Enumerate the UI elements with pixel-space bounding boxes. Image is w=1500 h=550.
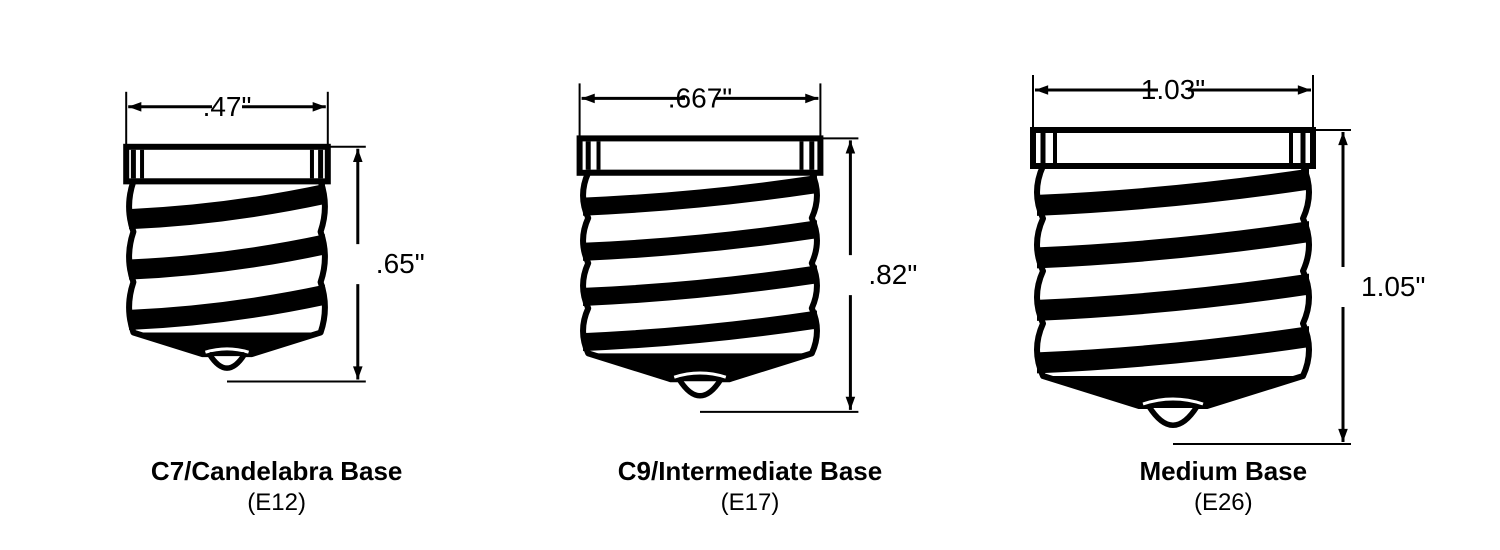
svg-text:.47": .47": [202, 91, 251, 122]
c7-diagram: .47" .65": [57, 30, 497, 450]
c9-title: C9/Intermediate Base: [618, 456, 882, 487]
medium-labels: Medium Base (E26): [1140, 456, 1308, 517]
c9-base-item: .667" .82" C9/Intermediate Base (E17): [530, 30, 970, 517]
c7-title: C7/Candelabra Base: [151, 456, 402, 487]
c9-subtitle: (E17): [618, 489, 882, 517]
medium-svg: 1.03" 1.05": [1003, 30, 1443, 450]
medium-base-item: 1.03" 1.05" Medium Base (E26): [1003, 30, 1443, 517]
medium-diagram: 1.03" 1.05": [1003, 30, 1443, 450]
c9-diagram: .667" .82": [530, 30, 970, 450]
c7-labels: C7/Candelabra Base (E12): [151, 456, 402, 517]
c7-svg: .47" .65": [57, 30, 497, 450]
medium-subtitle: (E26): [1140, 489, 1308, 517]
c9-labels: C9/Intermediate Base (E17): [618, 456, 882, 517]
c7-base-item: .47" .65" C7/Candelabra Base (E12): [57, 30, 497, 517]
svg-text:1.03": 1.03": [1141, 74, 1205, 105]
c7-subtitle: (E12): [151, 489, 402, 517]
svg-text:1.05": 1.05": [1361, 271, 1425, 302]
medium-title: Medium Base: [1140, 456, 1308, 487]
svg-text:.82": .82": [868, 259, 917, 290]
svg-text:.65": .65": [375, 248, 424, 279]
svg-text:.667": .667": [668, 82, 732, 113]
c9-svg: .667" .82": [530, 30, 970, 450]
